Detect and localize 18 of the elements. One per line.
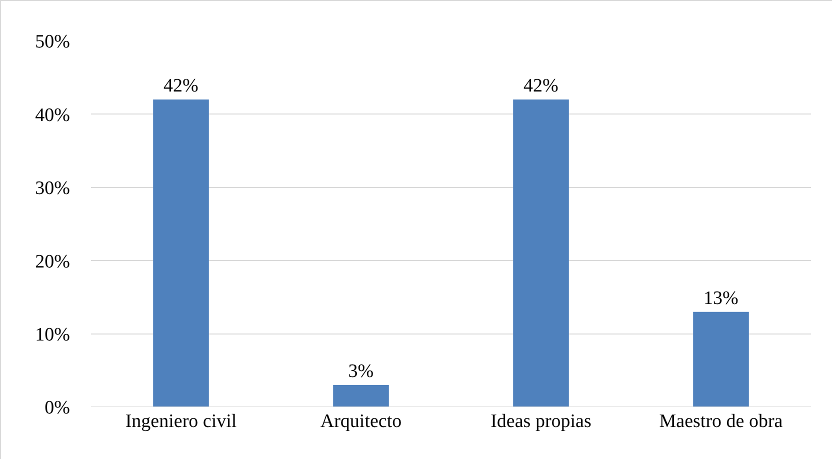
x-tick-label: Ingeniero civil bbox=[125, 411, 237, 432]
data-label: 42% bbox=[524, 76, 558, 97]
x-tick-label: Ideas propias bbox=[490, 411, 592, 432]
bar bbox=[153, 100, 209, 407]
bar bbox=[693, 312, 749, 407]
x-tick-label: Arquitecto bbox=[320, 411, 402, 432]
bar bbox=[333, 385, 389, 407]
data-label: 3% bbox=[348, 361, 374, 382]
y-tick-label: 0% bbox=[44, 398, 70, 419]
y-tick-label: 20% bbox=[35, 251, 70, 272]
bar bbox=[513, 100, 569, 407]
data-label: 13% bbox=[704, 288, 738, 309]
y-tick-label: 40% bbox=[35, 104, 70, 126]
x-tick-label: Maestro de obra bbox=[659, 411, 784, 432]
y-tick-label: 30% bbox=[35, 178, 70, 200]
data-label: 42% bbox=[164, 76, 198, 97]
y-tick-label: 50% bbox=[35, 32, 70, 53]
y-tick-label: 10% bbox=[35, 324, 70, 346]
